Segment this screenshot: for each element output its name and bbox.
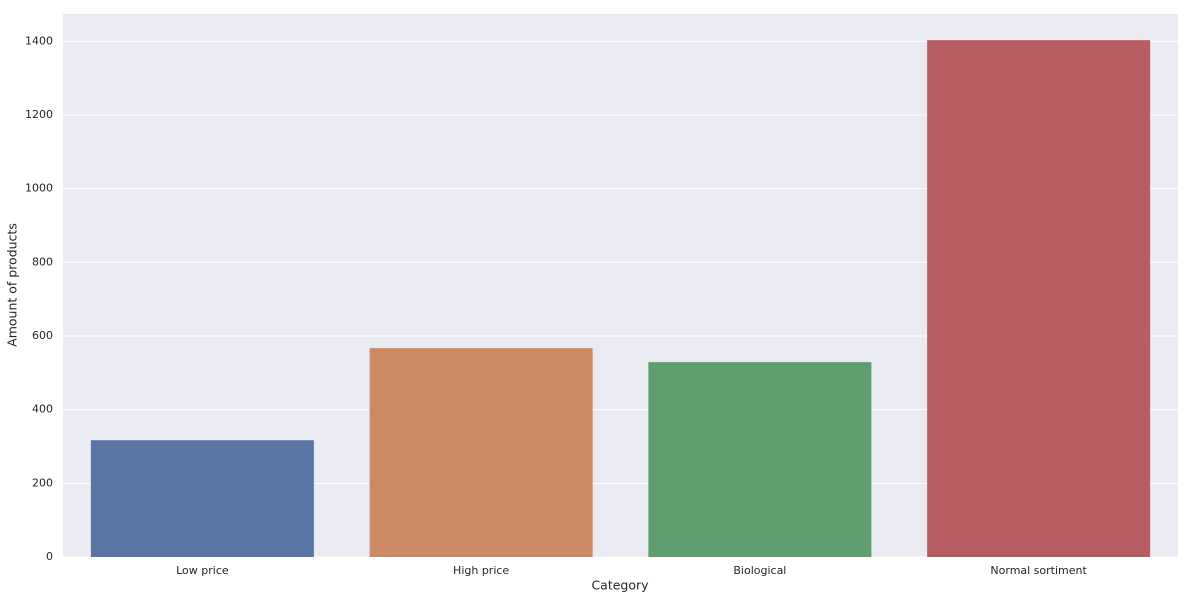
y-tick-label: 1400 <box>25 34 53 47</box>
y-axis-label: Amount of products <box>5 223 20 347</box>
y-tick-label: 600 <box>32 329 53 342</box>
x-tick-label: Biological <box>733 564 786 577</box>
y-tick-label: 200 <box>32 476 53 489</box>
y-tick-label: 1000 <box>25 182 53 195</box>
x-axis-label: Category <box>591 578 649 593</box>
y-tick-label: 0 <box>46 550 53 563</box>
y-tick-label: 1200 <box>25 108 53 121</box>
bar <box>927 40 1151 558</box>
x-tick-label: Low price <box>176 564 229 577</box>
bar <box>369 348 593 557</box>
y-tick-label: 800 <box>32 255 53 268</box>
x-tick-label: Normal sortiment <box>990 564 1087 577</box>
bar <box>648 362 872 557</box>
x-tick-label: High price <box>453 564 509 577</box>
bar <box>90 440 314 557</box>
y-tick-label: 400 <box>32 403 53 416</box>
